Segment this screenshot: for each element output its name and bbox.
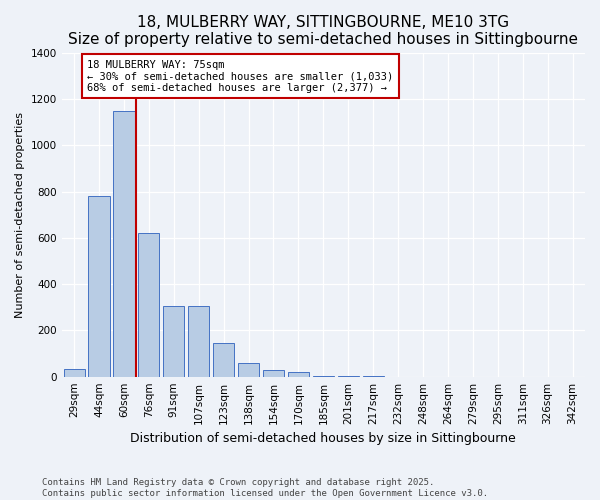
- X-axis label: Distribution of semi-detached houses by size in Sittingbourne: Distribution of semi-detached houses by …: [130, 432, 516, 445]
- Bar: [213, 343, 234, 376]
- Text: Contains HM Land Registry data © Crown copyright and database right 2025.
Contai: Contains HM Land Registry data © Crown c…: [42, 478, 488, 498]
- Bar: [113, 110, 134, 376]
- Bar: [238, 363, 259, 376]
- Bar: [288, 372, 309, 376]
- Y-axis label: Number of semi-detached properties: Number of semi-detached properties: [15, 112, 25, 318]
- Bar: [188, 306, 209, 376]
- Bar: [138, 233, 160, 376]
- Bar: [263, 370, 284, 376]
- Bar: [163, 306, 184, 376]
- Bar: [64, 368, 85, 376]
- Bar: [88, 196, 110, 376]
- Text: 18 MULBERRY WAY: 75sqm
← 30% of semi-detached houses are smaller (1,033)
68% of : 18 MULBERRY WAY: 75sqm ← 30% of semi-det…: [87, 60, 394, 93]
- Title: 18, MULBERRY WAY, SITTINGBOURNE, ME10 3TG
Size of property relative to semi-deta: 18, MULBERRY WAY, SITTINGBOURNE, ME10 3T…: [68, 15, 578, 48]
